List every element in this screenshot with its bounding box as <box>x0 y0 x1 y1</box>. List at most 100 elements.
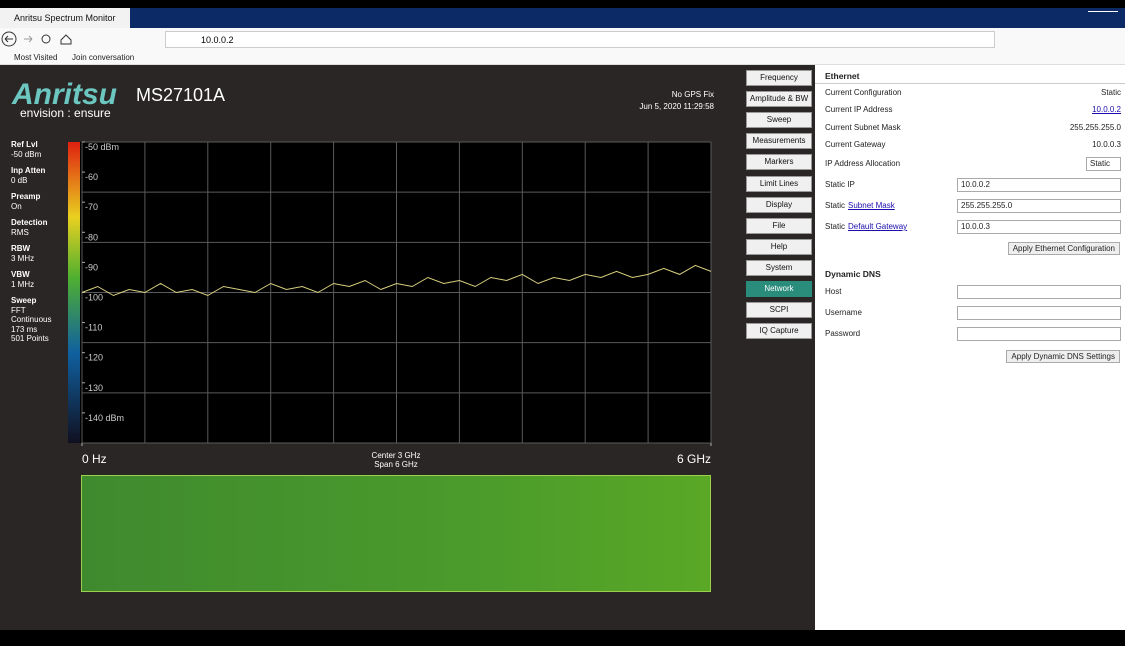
setting-value: 173 ms <box>11 324 38 334</box>
setting-value: Continuous <box>11 315 52 324</box>
text-input[interactable]: 10.0.0.3 <box>957 220 1121 234</box>
back-arrow <box>4 35 13 43</box>
row-label: Current IP Address <box>825 105 892 114</box>
menu-button[interactable]: Measurements <box>746 133 812 150</box>
label-text: Static <box>825 222 846 231</box>
row-value: Static <box>1100 88 1121 97</box>
model: MS27101A <box>136 85 225 105</box>
section-title: Ethernet <box>825 71 860 81</box>
setting-value: On <box>11 201 22 211</box>
y-tick-label: -110 <box>85 323 102 333</box>
setting: Ref Lvl -50 dBm <box>11 140 66 159</box>
gps-status: No GPS Fix <box>672 90 714 99</box>
setting-value: 501 Points <box>11 334 49 343</box>
y-tick-label: -50 dBm <box>85 142 119 152</box>
form-row: Username <box>825 305 1121 321</box>
window-controls <box>1088 11 1118 21</box>
menu-button[interactable]: Network <box>746 281 812 297</box>
menu-button[interactable]: Amplitude & BW <box>746 91 812 108</box>
setting-value: 0 dB <box>11 175 28 185</box>
settings-list: Ref Lvl -50 dBm Inp Atten 0 dB Preamp On Detec… <box>11 140 66 351</box>
row-label: Static Default Gateway <box>825 222 907 231</box>
form-row: Current IP Address 10.0.0.2 <box>825 102 1121 118</box>
bookmark[interactable]: Most Visited <box>14 53 58 62</box>
setting-label: Ref Lvl <box>11 140 38 149</box>
tab[interactable]: Anritsu Spectrum Monitor <box>0 8 130 28</box>
form-row: Current Configuration Static <box>825 85 1121 101</box>
home-button[interactable] <box>60 34 72 45</box>
form-row: Static Subnet Mask 255.255.255.0 <box>825 198 1121 214</box>
menu-button[interactable]: IQ Capture <box>746 323 812 340</box>
form-row: Current Gateway 10.0.0.3 <box>825 137 1121 153</box>
menu-button[interactable]: Frequency <box>746 70 812 86</box>
menu-button[interactable]: System <box>746 259 812 276</box>
back-button[interactable] <box>1 31 17 47</box>
x-tick-label: 0 Hz <box>82 452 107 466</box>
spectrum-display: MS27101A Anritsu envision : ensure No GP… <box>11 78 715 592</box>
url-bar[interactable]: 10.0.0.2 <box>165 31 995 48</box>
setting-label: RBW <box>11 244 31 253</box>
form-row: Current Subnet Mask 255.255.255.0 <box>825 120 1121 136</box>
label-link[interactable]: Default Gateway <box>848 222 908 231</box>
label-text: Static <box>825 201 846 210</box>
divider <box>815 83 1125 84</box>
y-tick-label: -100 <box>85 293 103 303</box>
label-text: IP Address Allocation <box>825 159 901 168</box>
x-tick-label: 6 GHz <box>677 452 711 466</box>
network-panel: Ethernet Current Configuration Static Curre… <box>815 65 1125 630</box>
apply-button[interactable]: Apply Ethernet Configuration <box>1007 242 1120 255</box>
y-tick-label: -130 <box>85 383 103 393</box>
text-input[interactable] <box>957 306 1121 320</box>
setting-value: RMS <box>11 227 29 237</box>
setting-value: FFT <box>11 305 26 315</box>
y-tick-label: -120 <box>85 353 103 363</box>
form-row: Static IP 10.0.0.2 <box>825 177 1121 193</box>
text-input[interactable]: 255.255.255.0 <box>957 199 1121 213</box>
y-tick-label: -60 <box>85 172 98 182</box>
row-label: Static IP <box>825 180 855 189</box>
tab-title: Anritsu Spectrum Monitor <box>14 13 116 23</box>
row-label: Static Subnet Mask <box>825 201 895 210</box>
text-input[interactable]: 10.0.0.2 <box>957 178 1121 192</box>
reload-button[interactable] <box>41 34 51 44</box>
form-row: Password <box>825 326 1121 342</box>
setting: RBW 3 MHz <box>11 244 66 263</box>
row-label: Current Gateway <box>825 140 885 149</box>
menu-button[interactable]: Markers <box>746 154 812 171</box>
menu-button[interactable]: Display <box>746 196 812 213</box>
trace <box>81 264 712 297</box>
waterfall <box>81 475 711 592</box>
setting-value: 1 MHz <box>11 279 35 289</box>
url: 10.0.0.2 <box>201 35 234 45</box>
setting-label: Preamp <box>11 192 41 201</box>
row-label: Current Subnet Mask <box>825 123 901 132</box>
menu-button[interactable]: Help <box>746 238 812 255</box>
menu-button[interactable]: File <box>746 217 812 234</box>
menu-button[interactable]: SCPI <box>746 302 812 319</box>
timestamp: Jun 5, 2020 11:29:58 <box>639 102 714 111</box>
nav-bar: 10.0.0.2 <box>0 28 1125 50</box>
tab-bar: Anritsu Spectrum Monitor <box>0 8 1125 28</box>
apply-button[interactable]: Apply Dynamic DNS Settings <box>1006 350 1120 363</box>
forward-button[interactable] <box>24 35 33 43</box>
label-text: Current Subnet Mask <box>825 123 901 132</box>
setting-label: Detection <box>11 218 48 227</box>
y-tick-label: -80 <box>85 232 98 242</box>
text-input[interactable] <box>957 285 1121 299</box>
setting-value: -50 dBm <box>11 149 42 159</box>
tagline: envision : ensure <box>20 106 111 120</box>
section-title: Dynamic DNS <box>825 269 881 279</box>
label-text: Static IP <box>825 180 855 189</box>
select[interactable]: Static <box>1086 157 1121 171</box>
setting: Detection RMS <box>11 218 66 237</box>
text-input[interactable] <box>957 327 1121 341</box>
span-label: Span 6 GHz <box>374 460 418 469</box>
label-text: Current Configuration <box>825 88 902 97</box>
setting-label: Sweep <box>11 296 37 305</box>
label-link[interactable]: Subnet Mask <box>848 201 895 210</box>
row-value[interactable]: 10.0.0.2 <box>1092 105 1121 114</box>
menu-button[interactable]: Limit Lines <box>746 175 812 192</box>
menu-button[interactable]: Sweep <box>746 112 812 129</box>
bookmark[interactable]: Join conversation <box>72 53 135 62</box>
